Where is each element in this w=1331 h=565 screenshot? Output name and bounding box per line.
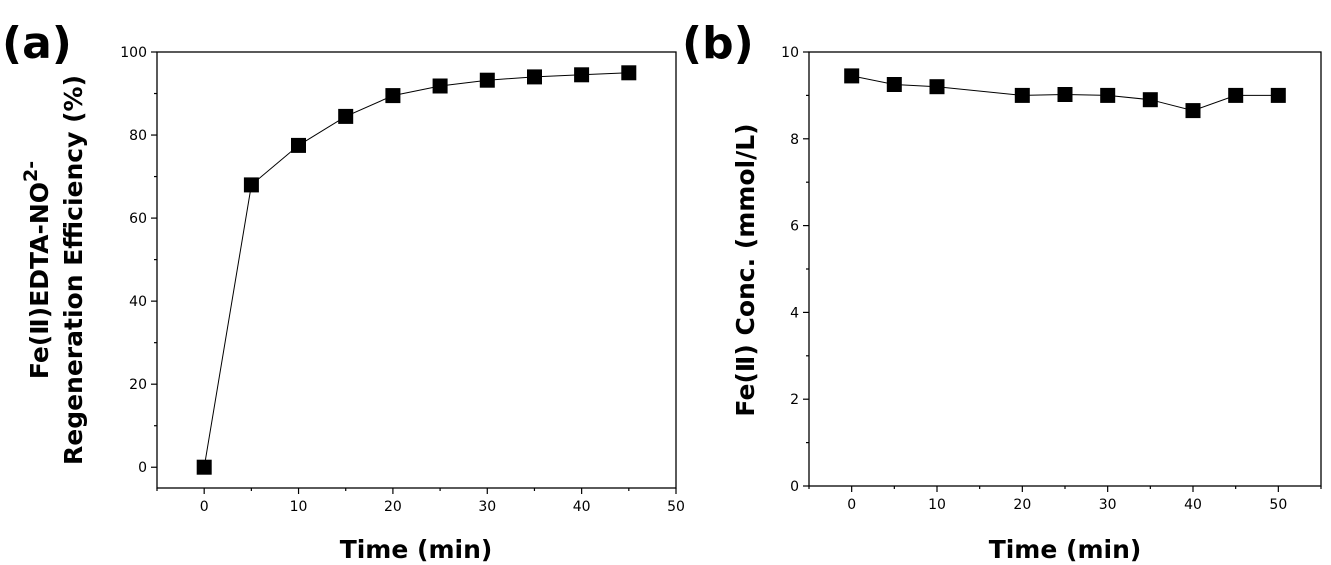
data-point-a-6 [479,72,495,88]
panel-b: (b) 0 2 4 6 8 10 0 10 20 30 40 50 Time (min) Fe(Ⅱ)… [682,18,1322,564]
x-tick-label-b-0: 0 [847,497,856,513]
data-point-b-0 [844,68,860,84]
data-point-b-7 [1185,103,1201,119]
y-axis-title-a: Fe(Ⅱ)EDTA-NO2- Regeneration Efficiency (… [20,75,88,465]
y-tick-label-b-4: 8 [790,132,799,148]
y-axis-title-a-superscript: 2- [20,161,42,182]
y-tick-label-a-2: 40 [129,294,147,310]
x-tick-label-a-4: 40 [573,499,591,515]
x-tick-label-b-1: 10 [928,497,946,513]
data-point-a-4 [385,88,401,104]
y-tick-label-a-1: 20 [129,377,147,393]
data-point-b-2 [929,79,945,95]
y-tick-label-a-4: 80 [129,128,147,144]
data-point-a-9 [621,65,637,81]
data-point-a-7 [527,69,542,85]
data-point-a-0 [196,459,212,475]
data-point-b-6 [1142,92,1158,108]
x-tick-label-b-5: 50 [1269,497,1287,513]
plot-frame-a [156,51,677,489]
x-tick-label-a-2: 20 [384,499,402,515]
series-markers-a [196,65,637,475]
data-point-b-8 [1228,87,1244,103]
y-tick-label-b-3: 6 [790,219,799,235]
y-tick-label-b-5: 10 [781,45,799,61]
data-point-a-3 [338,108,354,124]
y-ticks-b: 0 2 4 6 8 10 [781,45,809,495]
y-tick-label-b-1: 2 [790,392,799,408]
y-axis-title-a-line1: Fe(Ⅱ)EDTA-NO2- [20,161,54,379]
x-ticks-a: 0 10 20 30 40 50 [156,488,685,515]
data-point-b-9 [1270,87,1286,103]
data-point-b-1 [886,77,902,92]
plot-frame-b [808,51,1322,487]
y-tick-label-a-0: 0 [138,460,147,476]
y-tick-label-a-5: 100 [120,45,147,61]
y-axis-title-b: Fe(Ⅱ) Conc. (mmol/L) [731,123,760,416]
x-tick-label-a-0: 0 [200,499,209,515]
data-point-a-1 [243,177,259,193]
x-tick-label-b-3: 30 [1099,497,1117,513]
x-tick-label-b-2: 20 [1013,497,1031,513]
panel-a-letter: (a) [2,18,72,69]
y-axis-title-a-line2: Regeneration Efficiency (%) [59,75,88,465]
data-point-b-3 [1014,87,1030,103]
series-line-b [851,75,1279,112]
y-axis-title-a-main: Fe(Ⅱ)EDTA-NO [25,182,54,379]
y-tick-label-b-0: 0 [790,479,799,495]
data-point-b-5 [1100,87,1116,103]
x-tick-label-b-4: 40 [1184,497,1202,513]
series-line-a [203,72,629,468]
panel-b-letter: (b) [682,18,754,69]
y-tick-label-b-2: 4 [790,305,799,321]
x-axis-title-b: Time (min) [989,535,1142,564]
x-tick-label-a-1: 10 [290,499,308,515]
x-tick-label-a-3: 30 [478,499,496,515]
series-markers-b [844,68,1286,119]
data-point-a-5 [432,78,448,94]
y-ticks-a: 0 20 40 60 80 100 [120,45,157,476]
data-point-b-4 [1057,87,1073,102]
x-tick-label-a-5: 50 [667,499,685,515]
data-point-a-8 [574,67,590,83]
x-axis-title-a: Time (min) [340,535,493,564]
data-point-a-2 [291,137,306,153]
x-ticks-b: 0 10 20 30 40 50 [808,486,1322,513]
y-tick-label-a-3: 60 [129,211,147,227]
